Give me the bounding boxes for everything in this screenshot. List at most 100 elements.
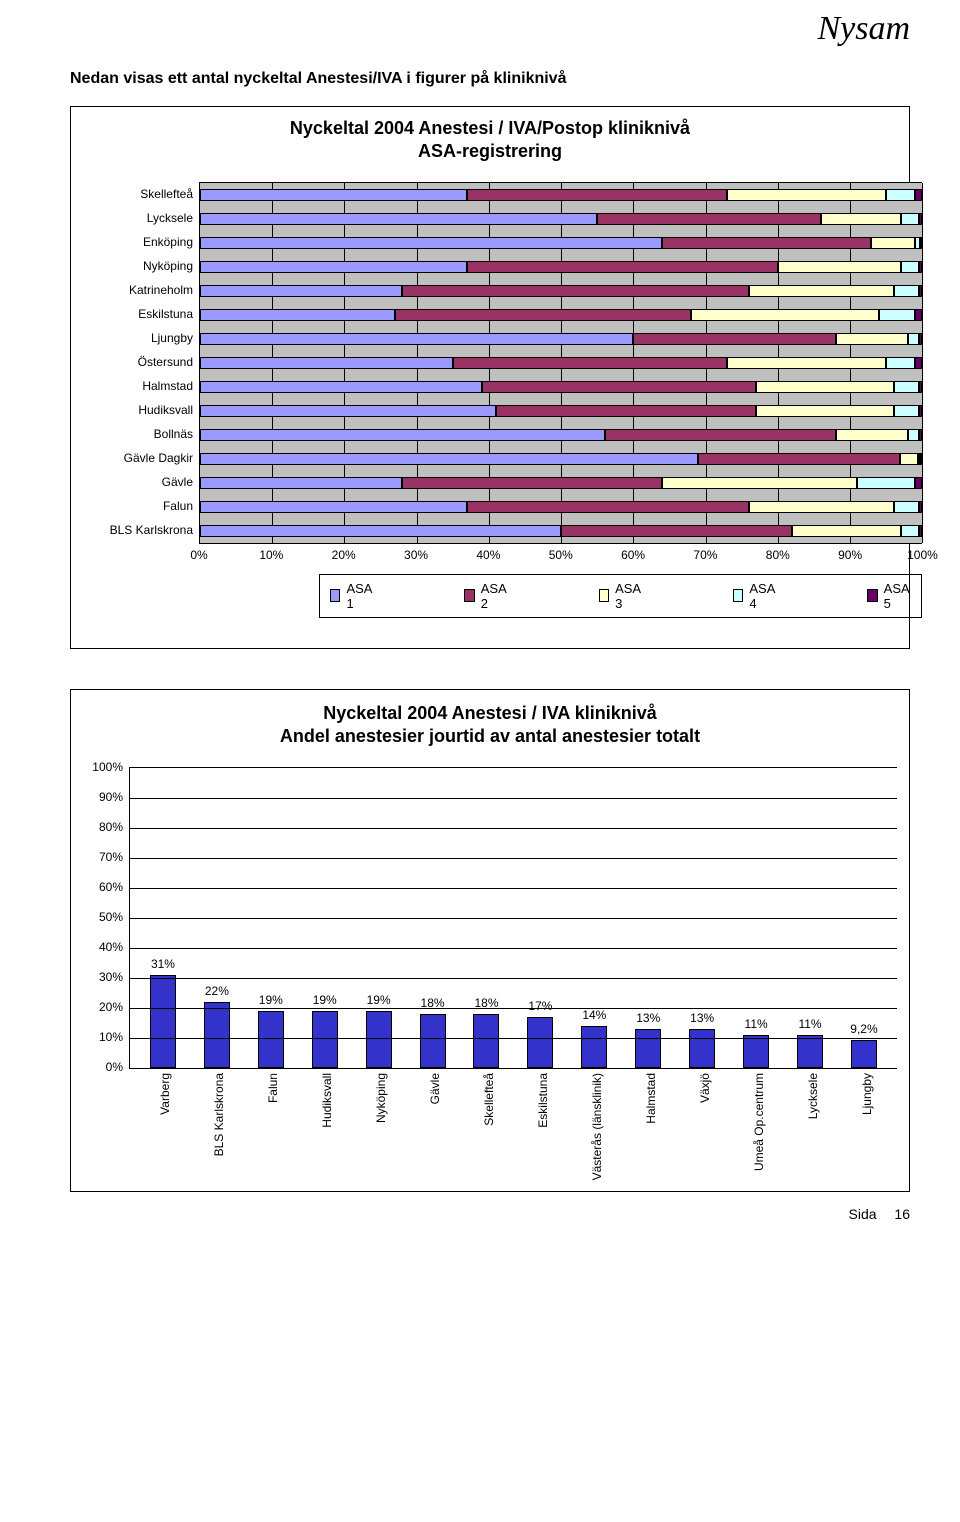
- chart1-ylabel: Enköping: [79, 230, 199, 254]
- chart1-bar: [200, 525, 922, 537]
- legend-swatch: [330, 589, 340, 602]
- chart1-xtick: 60%: [621, 548, 645, 562]
- chart1-seg-asa1: [200, 453, 698, 465]
- chart1-ylabel: Gävle Dagkir: [79, 446, 199, 470]
- chart1-xtick: 20%: [332, 548, 356, 562]
- chart1-seg-asa4: [901, 261, 919, 273]
- legend-label: ASA 2: [481, 581, 509, 611]
- chart2-plot: 31%22%19%19%19%18%18%17%14%13%13%11%11%9…: [129, 767, 897, 1069]
- chart2-xlabel: Umeå Op.centrum: [752, 1073, 766, 1171]
- chart1-seg-asa1: [200, 213, 597, 225]
- chart1-seg-asa5: [919, 525, 923, 537]
- chart1-seg-asa3: [727, 189, 886, 201]
- chart2-xlabel: Varberg: [158, 1073, 172, 1115]
- chart2-bar: [689, 1029, 715, 1068]
- chart1-xtick: 90%: [838, 548, 862, 562]
- chart1-seg-asa4: [901, 213, 919, 225]
- chart2-bar: [150, 975, 176, 1068]
- chart1-seg-asa4: [879, 309, 915, 321]
- chart1-bar: [200, 237, 922, 249]
- chart2-bar-value: 22%: [190, 984, 244, 998]
- chart2-xlabel: Ljungby: [860, 1073, 874, 1115]
- brand-logo: Nysam: [817, 10, 910, 48]
- chart1-seg-asa3: [691, 309, 879, 321]
- legend-swatch: [464, 589, 474, 602]
- chart1-seg-asa3: [778, 261, 901, 273]
- chart1-seg-asa5: [915, 477, 922, 489]
- chart1-ylabel: Falun: [79, 494, 199, 518]
- chart1-seg-asa5: [915, 189, 922, 201]
- chart1-seg-asa1: [200, 501, 467, 513]
- chart1-seg-asa1: [200, 525, 561, 537]
- chart1-legend-item: ASA 5: [867, 581, 911, 611]
- chart1-plot: [199, 182, 922, 544]
- chart1-bar: [200, 477, 922, 489]
- chart1-seg-asa2: [467, 501, 749, 513]
- chart2-ylabels: 0%10%20%30%40%50%60%70%80%90%100%: [83, 767, 129, 1067]
- chart1-legend-item: ASA 3: [599, 581, 643, 611]
- chart2-bar-value: 19%: [244, 993, 298, 1007]
- chart1-seg-asa2: [467, 261, 778, 273]
- chart1-seg-asa3: [821, 213, 900, 225]
- chart2-bar-value: 11%: [729, 1017, 783, 1031]
- chart1-ylabel: Ljungby: [79, 326, 199, 350]
- chart-andel-jourtid: Nyckeltal 2004 Anestesi / IVA kliniknivå…: [70, 689, 910, 1192]
- chart1-ylabel: Katrineholm: [79, 278, 199, 302]
- chart1-xtick: 40%: [476, 548, 500, 562]
- chart1-bar: [200, 453, 922, 465]
- chart1-seg-asa2: [395, 309, 691, 321]
- chart2-ytick: 100%: [92, 760, 123, 774]
- chart1-seg-asa2: [482, 381, 757, 393]
- chart1-seg-asa4: [886, 189, 915, 201]
- chart1-seg-asa3: [749, 501, 893, 513]
- chart2-bar: [312, 1011, 338, 1068]
- chart1-seg-asa1: [200, 189, 467, 201]
- chart1-xtick: 30%: [404, 548, 428, 562]
- chart1-seg-asa3: [749, 285, 893, 297]
- chart-asa-registrering: Nyckeltal 2004 Anestesi / IVA/Postop kli…: [70, 106, 910, 649]
- chart1-seg-asa3: [756, 381, 893, 393]
- chart1-ylabel: Bollnäs: [79, 422, 199, 446]
- chart2-bar-value: 19%: [352, 993, 406, 1007]
- chart1-xtick: 100%: [907, 548, 938, 562]
- chart2-bar: [204, 1002, 230, 1068]
- chart1-seg-asa1: [200, 429, 605, 441]
- chart1-seg-asa5: [920, 453, 922, 465]
- chart2-xlabel: Falun: [266, 1073, 280, 1103]
- chart1-seg-asa2: [467, 189, 727, 201]
- chart1-seg-asa1: [200, 237, 662, 249]
- chart1-bar: [200, 357, 922, 369]
- chart1-ylabel: BLS Karlskrona: [79, 518, 199, 542]
- chart1-ylabel: Östersund: [79, 350, 199, 374]
- chart1-seg-asa4: [894, 285, 919, 297]
- chart1-seg-asa3: [836, 333, 908, 345]
- chart2-bar-value: 9,2%: [837, 1022, 891, 1036]
- page-footer: Sida 16: [70, 1206, 910, 1222]
- chart1-xtick: 0%: [190, 548, 207, 562]
- chart1-bar: [200, 261, 922, 273]
- chart2-ytick: 40%: [99, 940, 123, 954]
- chart1-bar: [200, 213, 922, 225]
- chart1-seg-asa1: [200, 381, 482, 393]
- chart1-title-l2: ASA-registrering: [418, 141, 562, 161]
- chart2-xlabel: Lycksele: [806, 1073, 820, 1119]
- chart2-xticks: VarbergBLS KarlskronaFalunHudiksvallNykö…: [129, 1069, 897, 1179]
- chart1-bar: [200, 501, 922, 513]
- footer-page: 16: [894, 1206, 910, 1222]
- chart2-ytick: 90%: [99, 790, 123, 804]
- chart1-xticks: 0%10%20%30%40%50%60%70%80%90%100%: [199, 544, 922, 564]
- chart1-seg-asa4: [908, 333, 919, 345]
- chart2-ytick: 50%: [99, 910, 123, 924]
- chart1-bar: [200, 189, 922, 201]
- chart1-xtick: 10%: [259, 548, 283, 562]
- chart2-bar-value: 14%: [567, 1008, 621, 1022]
- chart2-xlabel: Eskilstuna: [536, 1073, 550, 1128]
- chart1-seg-asa5: [919, 429, 923, 441]
- chart1-seg-asa2: [402, 285, 749, 297]
- chart2-bar-value: 13%: [621, 1011, 675, 1025]
- footer-label: Sida: [849, 1206, 877, 1222]
- chart1-seg-asa5: [920, 237, 922, 249]
- chart2-bar: [420, 1014, 446, 1068]
- chart2-bar: [743, 1035, 769, 1068]
- chart2-xlabel: BLS Karlskrona: [212, 1073, 226, 1156]
